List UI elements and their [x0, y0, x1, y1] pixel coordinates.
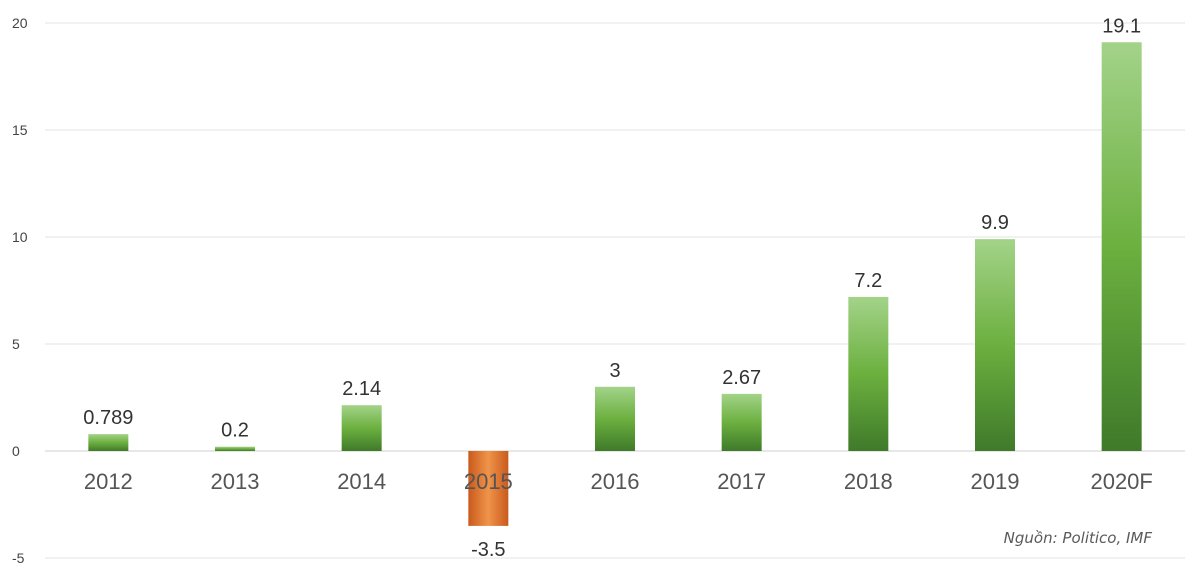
y-tick-label: 0: [12, 443, 20, 459]
x-tick-label: 2020F: [1090, 469, 1152, 494]
data-label: 2.67: [722, 367, 761, 389]
x-tick-label: 2018: [844, 469, 893, 494]
x-tick-label: 2019: [971, 469, 1020, 494]
bar-2020F: [1101, 42, 1142, 451]
x-tick-label: 2013: [211, 469, 260, 494]
bar-2015: [468, 451, 509, 526]
bar-2019: [975, 239, 1015, 451]
x-tick-label: 2015: [464, 469, 513, 494]
data-label: 7.2: [854, 270, 882, 292]
data-label: 3: [609, 360, 620, 382]
data-label: 9.9: [981, 212, 1009, 234]
y-tick-label: -5: [12, 550, 25, 566]
x-tick-label: 2017: [717, 469, 766, 494]
bar-2012: [88, 434, 129, 451]
x-tick-label: 2012: [84, 469, 133, 494]
bar-2016: [595, 386, 635, 451]
y-tick-label: 10: [12, 229, 28, 245]
source-note: Nguồn: Politico, IMF: [1004, 529, 1153, 547]
bar-2017: [721, 393, 762, 451]
y-tick-label: 20: [12, 15, 28, 31]
x-tick-label: 2014: [337, 469, 386, 494]
y-tick-label: 5: [12, 336, 20, 352]
bar-2013: [215, 446, 255, 451]
y-axis-ticks: -5 0 5 10 15 20: [12, 15, 28, 566]
y-tick-label: 15: [12, 122, 28, 138]
data-label: 19.1: [1102, 15, 1141, 37]
x-tick-label: 2016: [591, 469, 640, 494]
data-label: 2.14: [342, 378, 381, 400]
bars: [88, 42, 1142, 526]
data-label: -3.5: [471, 539, 505, 561]
data-label: 0.789: [83, 407, 133, 429]
x-axis-ticks: 2012 2013 2014 2015 2016 2017 2018 2019 2020F: [84, 469, 1153, 494]
value-labels: 0.789 0.2 2.14 -3.5 3 2.67 7.2 9.9 19.1: [83, 15, 1141, 561]
bar-2018: [848, 296, 889, 451]
bar-2014: [341, 405, 382, 451]
data-label: 0.2: [221, 420, 249, 442]
